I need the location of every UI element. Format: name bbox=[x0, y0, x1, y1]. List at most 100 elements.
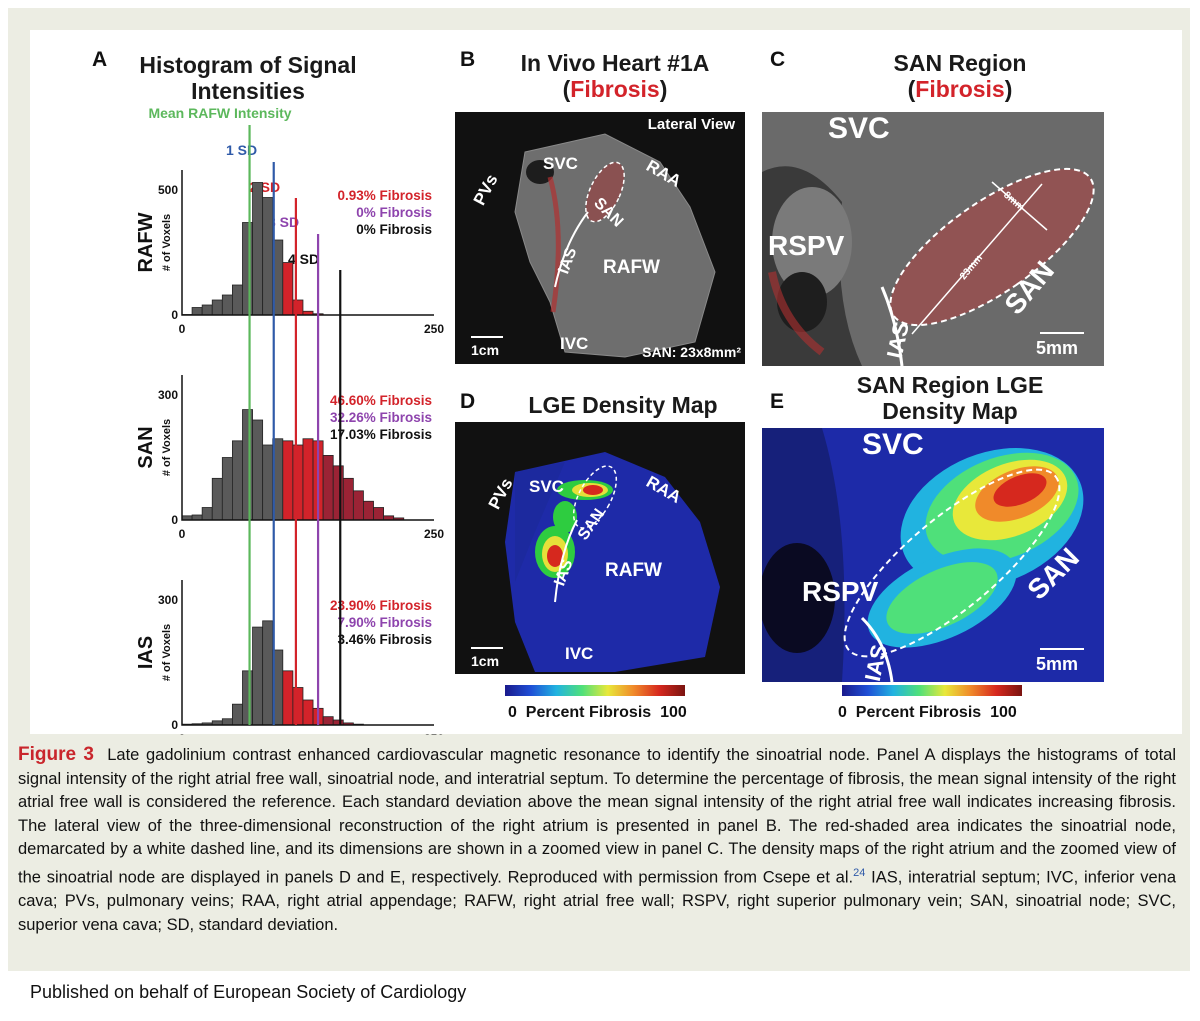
histogram-bar bbox=[201, 507, 213, 521]
caption-abbreviations: IAS, interatrial septum; IVC, inferior v… bbox=[18, 868, 1177, 934]
panel-e-title-line1: SAN Region LGE bbox=[856, 372, 1044, 398]
panel-c-image: SVC RSPV SAN IAS 8mm 23mm 5mm bbox=[762, 112, 1104, 366]
panel-e-label-rspv: RSPV bbox=[802, 576, 879, 607]
x-tick-label: 250 bbox=[424, 732, 444, 735]
panel-d-colorbar-legend: 0 Percent Fibrosis 100 bbox=[508, 704, 687, 722]
histogram-axes bbox=[181, 580, 434, 726]
histogram-bar bbox=[221, 718, 233, 726]
sd3-label: 3 SD bbox=[268, 214, 299, 230]
histogram-bar bbox=[292, 687, 304, 726]
histogram-axes bbox=[181, 170, 434, 316]
histogram-bar bbox=[211, 299, 223, 316]
panel-c-title-fibrosis: Fibrosis bbox=[915, 76, 1005, 102]
histogram-ias: 0 300 0 250 # of Voxels IAS 23.90% Fibrosis 7.9… bbox=[135, 580, 444, 735]
histogram-bar bbox=[282, 670, 294, 726]
panel-d-letter: D bbox=[460, 390, 476, 413]
panel-e-letter: E bbox=[770, 390, 785, 413]
histogram-bar bbox=[252, 182, 264, 316]
panel-a-title: Histogram of Signal Intensities bbox=[118, 52, 378, 104]
mean-rafw-label: Mean RAFW Intensity bbox=[148, 105, 291, 121]
panel-a-title-line1: Histogram of Signal bbox=[139, 52, 357, 78]
panel-c-label-rspv: RSPV bbox=[768, 230, 845, 261]
x-tick-label: 250 bbox=[424, 527, 444, 541]
y-tick-label: 0 bbox=[171, 513, 178, 527]
panel-e-title: SAN Region LGE Density Map bbox=[830, 372, 1070, 424]
panel-c-label-svc: SVC bbox=[828, 112, 890, 145]
fibrosis-stat: 0% Fibrosis bbox=[356, 205, 432, 220]
panel-d-title: LGE Density Map bbox=[528, 392, 718, 418]
histogram-bar bbox=[242, 222, 253, 316]
panel-d-scale-label: 1cm bbox=[471, 653, 500, 669]
histogram-bar bbox=[191, 307, 203, 316]
y-tick-label: 500 bbox=[158, 183, 178, 197]
panel-c-title: SAN Region (Fibrosis) bbox=[840, 50, 1080, 102]
histogram-bar bbox=[221, 457, 233, 521]
panel-b-scale-label: 1cm bbox=[471, 342, 500, 358]
x-tick-label: 0 bbox=[179, 732, 186, 735]
sd-lines bbox=[248, 125, 342, 725]
panel-e-colorbar bbox=[842, 685, 1022, 696]
panel-c-letter: C bbox=[770, 48, 786, 71]
panel-b-label-ivc: IVC bbox=[560, 334, 589, 353]
panel-e-image: SVC RSPV SAN IAS 5mm bbox=[762, 428, 1104, 682]
sd1-label: 1 SD bbox=[226, 142, 257, 158]
panel-a-title-line2: Intensities bbox=[191, 78, 305, 104]
histogram-rafw: 0 500 0 250 # of Voxels RAFW 0.93% Fibrosis 0% … bbox=[135, 170, 444, 336]
panel-b-title-line1: In Vivo Heart #1A bbox=[520, 50, 710, 76]
x-tick-label: 0 bbox=[179, 527, 186, 541]
histogram-bar bbox=[242, 409, 253, 521]
panel-d-scalebar bbox=[471, 647, 503, 649]
publisher-footer: Published on behalf of European Society … bbox=[30, 982, 467, 1002]
y-axis-label: # of Voxels bbox=[161, 624, 173, 681]
region-label: IAS bbox=[135, 636, 157, 669]
histogram-bar bbox=[282, 440, 294, 521]
panel-d-image: PVs SVC RAA SAN IAS RAFW IVC 1cm bbox=[455, 422, 745, 674]
histogram-bar bbox=[262, 197, 274, 316]
panel-d-colorbar-title: Percent Fibrosis bbox=[525, 704, 652, 721]
panel-b-image: Lateral View PVs SVC RAA SAN IAS RAFW IV… bbox=[455, 112, 745, 364]
fibrosis-stat: 7.90% Fibrosis bbox=[337, 615, 432, 630]
histogram-bar bbox=[282, 262, 294, 316]
region-label: SAN bbox=[135, 426, 157, 468]
panel-b-paren-close: ) bbox=[659, 76, 668, 102]
histogram-bar bbox=[231, 703, 243, 726]
panel-b-view-label: Lateral View bbox=[647, 116, 735, 133]
x-tick-label: 250 bbox=[424, 322, 444, 336]
panel-e-colorbar-title: Percent Fibrosis bbox=[855, 704, 982, 721]
histogram-bar bbox=[231, 284, 243, 316]
histogram-bar bbox=[242, 670, 253, 726]
histogram-bar bbox=[211, 477, 223, 521]
panel-e-title-line2: Density Map bbox=[882, 398, 1018, 424]
histogram-bar bbox=[373, 507, 384, 521]
panel-d-colorbar bbox=[505, 685, 685, 696]
histogram-bar bbox=[332, 465, 344, 521]
panel-b-letter: B bbox=[460, 48, 476, 71]
histogram-bar bbox=[322, 455, 334, 521]
fibrosis-stat: 46.60% Fibrosis bbox=[330, 393, 432, 408]
panel-c-scalebar bbox=[1040, 332, 1084, 334]
y-tick-label: 0 bbox=[171, 308, 178, 322]
panel-b-paren-open: ( bbox=[562, 76, 571, 102]
y-tick-label: 300 bbox=[158, 388, 178, 402]
caption-figure-label: Figure 3 bbox=[18, 744, 94, 765]
fibrosis-stat: 3.46% Fibrosis bbox=[337, 632, 432, 647]
histogram-bar bbox=[292, 444, 304, 521]
panel-d-label-svc: SVC bbox=[529, 477, 564, 496]
panel-a-letter: A bbox=[92, 48, 108, 71]
panel-b-size-label: SAN: 23x8mm² bbox=[642, 344, 741, 360]
panel-b-title: In Vivo Heart #1A (Fibrosis) bbox=[485, 50, 745, 102]
panel-b-label-svc: SVC bbox=[543, 154, 578, 173]
histogram-bar bbox=[252, 626, 264, 726]
panel-c-paren-open: ( bbox=[907, 76, 916, 102]
figure-panels: A Histogram of Signal Intensities Mean R… bbox=[30, 30, 1182, 735]
panel-e-colorbar-min: 0 bbox=[838, 704, 847, 721]
histogram-axes bbox=[181, 375, 434, 521]
panel-b-scalebar bbox=[471, 336, 503, 338]
histogram-bar bbox=[302, 438, 314, 521]
histogram-bar bbox=[262, 444, 274, 521]
panel-d-label-rafw: RAFW bbox=[605, 560, 662, 581]
y-axis-label: # of Voxels bbox=[161, 214, 173, 271]
panel-d-colorbar-min: 0 bbox=[508, 704, 517, 721]
histogram-bar bbox=[352, 490, 364, 521]
histogram-san: 0 300 0 250 # of Voxels SAN 46.60% Fibrosis 32.… bbox=[135, 375, 444, 541]
